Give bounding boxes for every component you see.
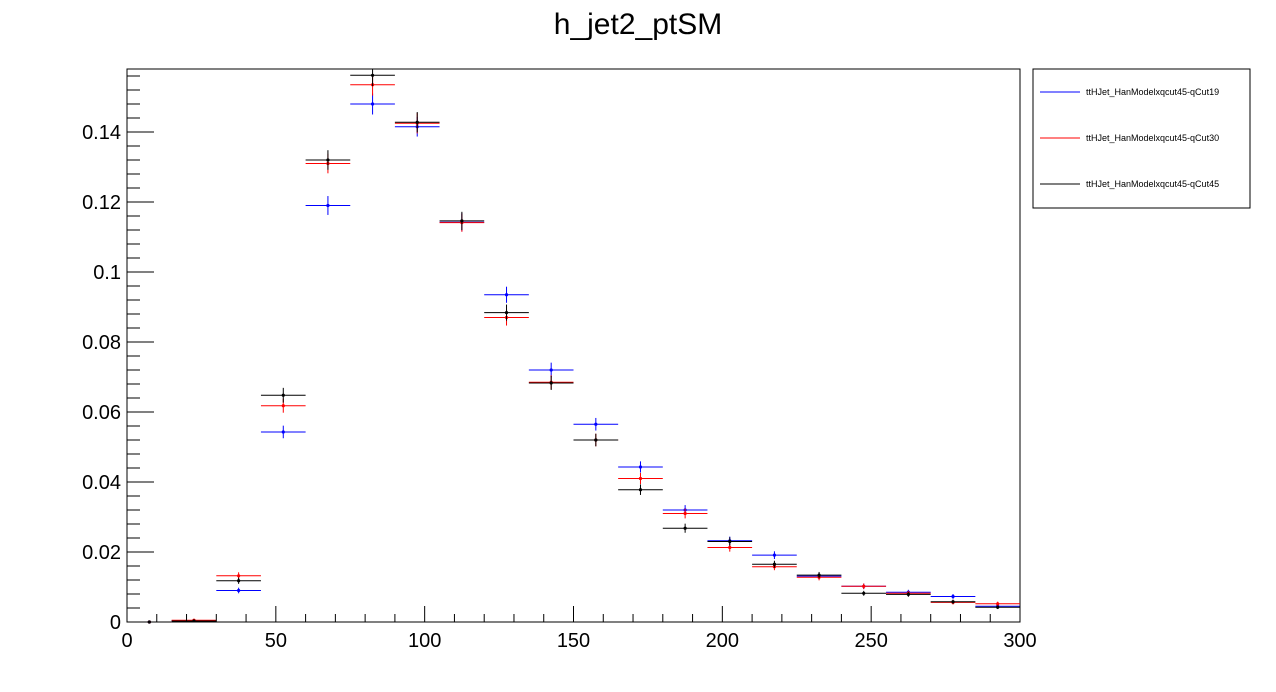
data-point — [638, 476, 643, 481]
data-point — [370, 73, 375, 77]
data-point — [326, 203, 330, 208]
legend-label: ttHJet_HanModelxqcut45-qCut45 — [1086, 179, 1219, 189]
data-point — [415, 120, 419, 124]
data-point — [862, 584, 866, 588]
data-point — [772, 553, 777, 557]
y-tick-label: 0.12 — [82, 192, 121, 214]
data-point — [594, 438, 598, 442]
y-tick-label: 0.08 — [82, 332, 121, 354]
data-point — [862, 591, 866, 595]
data-point — [237, 588, 241, 593]
plot-area-border — [126, 68, 1021, 623]
x-tick-label: 300 — [1003, 630, 1036, 652]
data-point — [281, 430, 285, 434]
data-point — [951, 600, 955, 604]
data-point — [638, 465, 643, 469]
series-1 — [127, 93, 1020, 624]
data-point — [281, 404, 285, 408]
data-point — [549, 381, 553, 385]
y-tick-label: 0.1 — [93, 262, 121, 284]
data-point — [728, 545, 732, 550]
data-point — [237, 574, 241, 578]
data-point — [817, 573, 821, 577]
y-tick-label: 0.02 — [82, 542, 121, 564]
data-point — [594, 422, 598, 426]
chart-title: h_jet2_ptSM — [554, 8, 722, 41]
data-point — [728, 539, 732, 544]
x-tick-label: 0 — [121, 630, 132, 652]
legend-label: ttHJet_HanModelxqcut45-qCut30 — [1086, 133, 1219, 143]
data-point — [281, 393, 285, 397]
data-point — [772, 562, 777, 566]
legend-label: ttHJet_HanModelxqcut45-qCut19 — [1086, 87, 1219, 97]
series-2 — [127, 73, 1020, 624]
y-tick-label: 0 — [110, 612, 121, 634]
data-point — [237, 579, 241, 583]
y-tick-label: 0.06 — [82, 402, 121, 424]
data-point — [326, 158, 330, 162]
data-point — [951, 594, 955, 599]
data-point — [638, 488, 643, 492]
data-point — [192, 619, 196, 623]
x-tick-label: 100 — [408, 630, 441, 652]
x-tick-label: 200 — [706, 630, 739, 652]
data-point — [683, 511, 687, 516]
data-point — [996, 605, 1000, 609]
data-point — [996, 602, 1000, 606]
plot-axes: 0 50 100 150 200 250 300 0 0.02 0.04 0.06 0.08 0.1 0.… — [82, 75, 1037, 652]
data-point — [370, 102, 375, 106]
legend: ttHJet_HanModelxqcut45-qCut19 ttHJet_HanM… — [1032, 68, 1251, 209]
data-point — [549, 368, 553, 372]
y-tick-label: 0.14 — [82, 122, 121, 144]
data-point — [906, 592, 910, 596]
x-tick-label: 250 — [854, 630, 887, 652]
plot-series — [127, 69, 1020, 624]
y-tick-label: 0.04 — [82, 472, 121, 494]
plot-frame — [126, 68, 1021, 623]
data-point — [504, 293, 509, 297]
data-point — [683, 526, 687, 530]
series-3 — [127, 69, 1020, 624]
x-tick-label: 50 — [265, 630, 287, 652]
data-point — [504, 311, 509, 315]
x-tick-label: 150 — [557, 630, 590, 652]
data-point — [460, 219, 464, 223]
